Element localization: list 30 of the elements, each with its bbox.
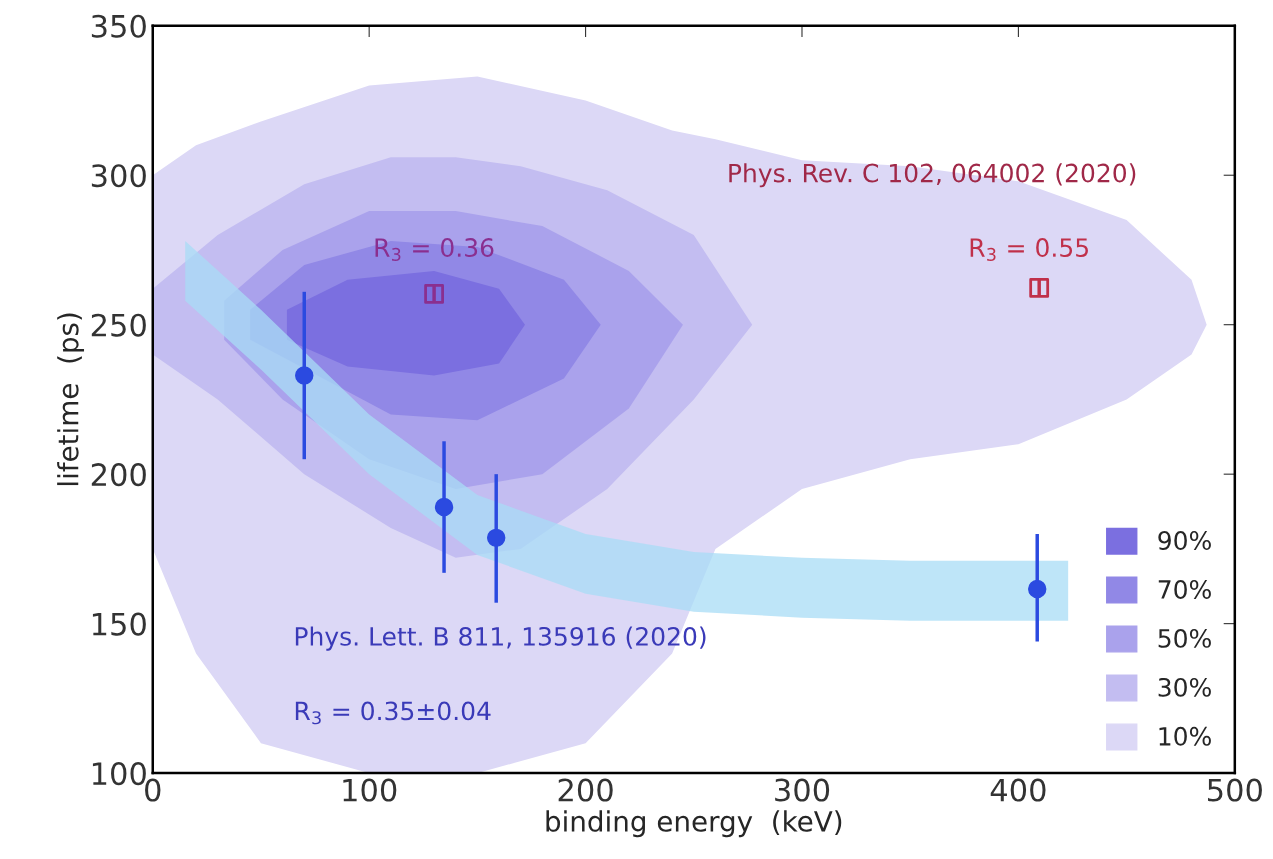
legend-label: 30% <box>1158 677 1211 697</box>
point <box>424 284 444 304</box>
y-tick-label: 250 <box>91 313 146 337</box>
y-tick-label: 100 <box>92 762 146 786</box>
annotation: Phys. Lett. B 811, 135916 (2020) <box>295 626 706 651</box>
y-axis-title: lifetime (ps) <box>57 313 85 486</box>
y-tick-label: 300 <box>91 164 146 188</box>
x-tick-label: 200 <box>558 778 613 802</box>
legend-label: 70% <box>1158 580 1211 599</box>
x-tick-label: 500 <box>1208 778 1262 802</box>
x-tick-label: 0 <box>145 778 161 802</box>
annotation: R$_{3}$ = 0.35±0.04 <box>295 701 491 725</box>
annotation: R$_{3}$ = 0.55 <box>970 238 1088 262</box>
point <box>487 528 506 548</box>
annotation: Phys. Rev. C 102, 064002 (2020) <box>729 163 1136 188</box>
point <box>434 497 454 517</box>
point <box>1028 579 1047 599</box>
x-tick-label: 300 <box>775 778 830 802</box>
point <box>295 366 314 385</box>
legend-label: 10% <box>1159 726 1211 746</box>
x-axis-title: binding energy (keV) <box>546 810 842 838</box>
legend-label: 90% <box>1158 531 1211 550</box>
x-tick-label: 400 <box>990 778 1046 802</box>
y-tick-label: 200 <box>91 463 146 487</box>
point <box>1029 278 1050 298</box>
x-tick-label: 100 <box>343 778 397 802</box>
y-tick-label: 350 <box>91 14 146 38</box>
legend-label: 50% <box>1158 628 1211 648</box>
annotation: R$_{3}$ = 0.36 <box>375 238 494 262</box>
y-tick-label: 150 <box>92 612 146 636</box>
